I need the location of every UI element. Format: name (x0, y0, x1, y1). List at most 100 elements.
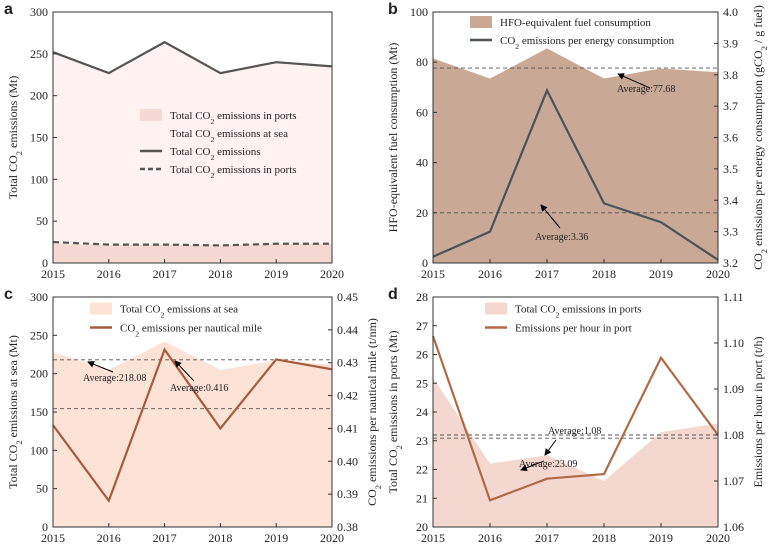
legend-label-0: Total CO2 emissions at sea (120, 304, 238, 320)
x-tick-label: 2017 (153, 267, 177, 281)
x-tick-label: 2017 (535, 531, 559, 544)
panel-letter: d (388, 286, 398, 303)
y2-tick-label: 0.38 (337, 520, 358, 534)
y-tick-label: 250 (30, 328, 48, 342)
y-tick-label: 200 (30, 367, 48, 381)
y-tick-label: 100 (30, 172, 48, 186)
x-tick-label: 2016 (97, 531, 121, 544)
annotation-label-0: Average:218.08 (83, 373, 146, 384)
y2-tick-label: 3.4 (723, 193, 738, 207)
y-axis-label: Total CO2 emissions in ports (Mt) (386, 330, 404, 493)
annotation-arrow-1 (540, 204, 561, 229)
y-tick-label: 28 (416, 290, 428, 304)
y2-tick-label: 1.09 (723, 382, 744, 396)
x-tick-label: 2019 (264, 531, 288, 544)
y-tick-label: 27 (416, 319, 428, 333)
y-tick-label: 50 (36, 214, 48, 228)
y-tick-label: 25 (416, 376, 428, 390)
y2-tick-label: 0.39 (337, 487, 358, 501)
y-tick-label: 100 (30, 443, 48, 457)
y-tick-label: 22 (416, 463, 428, 477)
x-tick-label: 2019 (649, 531, 673, 544)
annotation-label-0: Average:1.08 (548, 426, 601, 437)
x-tick-label: 2018 (208, 267, 232, 281)
x-tick-label: 2015 (41, 267, 65, 281)
legend: Total CO2 emissions in ports Emissions pe… (485, 302, 642, 335)
y2-tick-label: 3.5 (723, 162, 738, 176)
y-tick-label: 80 (416, 55, 428, 69)
legend-label-1: Emissions per hour in port (515, 323, 632, 335)
legend: Total CO2 emissions in ports Total CO2 em… (140, 109, 297, 180)
area-series-1 (53, 42, 332, 246)
annotation-label-1: Average:23.09 (519, 459, 577, 470)
x-tick-label: 2016 (97, 267, 121, 281)
annotation-arrow-0 (87, 360, 114, 373)
x-tick-label: 2018 (592, 531, 616, 544)
line-series-1 (431, 335, 719, 502)
y2-tick-label: 0.41 (337, 421, 358, 435)
legend-label-1: CO2 emissions per energy consumption (500, 35, 675, 51)
y-tick-label: 150 (30, 405, 48, 419)
chart-panel-c: 2015 2016 2017 2018 2019 2020 0 50 100 150 200 250 3… (4, 286, 383, 544)
y-tick-label: 40 (416, 156, 428, 170)
x-tick-label: 2019 (649, 267, 673, 281)
line-series-2 (52, 40, 333, 75)
x-tick-label: 2020 (706, 267, 730, 281)
legend-label-1: Total CO2 emissions at sea (170, 128, 288, 144)
y-tick-label: 20 (416, 520, 428, 534)
x-tick-label: 2020 (706, 531, 730, 544)
y2-axis-label: CO2 emissions per energy consumption (gC… (751, 5, 768, 270)
area-series-0 (433, 377, 718, 527)
x-tick-label: 2015 (41, 531, 65, 544)
y2-tick-label: 3.7 (723, 99, 738, 113)
y-tick-label: 300 (30, 290, 48, 304)
y2-tick-label: 3.3 (723, 225, 738, 239)
chart-panel-a: 2015 2016 2017 2018 2019 2020 0 50 100 150 200 250 3… (4, 1, 344, 281)
line-series-1 (52, 347, 333, 504)
area-series-0 (53, 341, 332, 527)
x-tick-label: 2020 (320, 267, 344, 281)
chart-panel-b: 2015 2016 2017 2018 2019 2020 0 20 40 60 80 100 3.2 3… (386, 1, 768, 281)
legend: HFO-equivalent fuel consumption CO2 emiss… (470, 16, 675, 51)
legend: Total CO2 emissions at sea CO2 emissions … (90, 302, 262, 339)
y-tick-label: 26 (416, 348, 428, 362)
y2-tick-label: 0.40 (337, 454, 358, 468)
y2-tick-label: 3.9 (723, 36, 738, 50)
y-tick-label: 250 (30, 47, 48, 61)
annotation-arrow-0 (544, 439, 557, 456)
y2-tick-label: 1.07 (723, 474, 744, 488)
y-tick-label: 50 (36, 482, 48, 496)
y2-axis-label: Emissions per hour in port (t/h) (751, 337, 765, 488)
y-tick-label: 60 (416, 105, 428, 119)
panel-letter: a (4, 1, 13, 18)
y-tick-label: 300 (30, 5, 48, 19)
line-series-1 (432, 87, 719, 261)
legend-label-2: Total CO2 emissions (170, 146, 260, 162)
x-tick-label: 2018 (592, 267, 616, 281)
y-tick-label: 20 (416, 206, 428, 220)
annotation-arrow-0 (617, 73, 651, 89)
y2-tick-label: 0.42 (337, 389, 358, 403)
legend-swatch-0 (90, 302, 112, 315)
legend-label-3: Total CO2 emissions in ports (170, 164, 297, 180)
annotation-arrow-1 (520, 460, 545, 472)
y2-tick-label: 1.08 (723, 428, 744, 442)
x-tick-label: 2020 (320, 531, 344, 544)
area-series-0 (53, 243, 332, 263)
x-tick-label: 2016 (478, 531, 502, 544)
y-tick-label: 150 (30, 131, 48, 145)
annotation-arrow-1 (174, 360, 195, 382)
legend-swatch-1 (140, 127, 162, 139)
legend-label-1: CO2 emissions per nautical mile (120, 323, 262, 339)
panel-letter: c (4, 286, 13, 303)
x-tick-label: 2016 (478, 267, 502, 281)
line-series-3 (52, 240, 332, 247)
annotation-label-1: Average:3.36 (535, 232, 588, 243)
legend-label-0: Total CO2 emissions in ports (515, 304, 642, 320)
y-axis-label: HFO-equivalent fuel consumption (Mt) (386, 43, 400, 233)
annotation-label-0: Average:77.68 (617, 84, 675, 95)
y2-tick-label: 3.2 (723, 256, 738, 270)
legend-swatch-0 (485, 302, 507, 315)
panel-letter: b (388, 1, 398, 18)
